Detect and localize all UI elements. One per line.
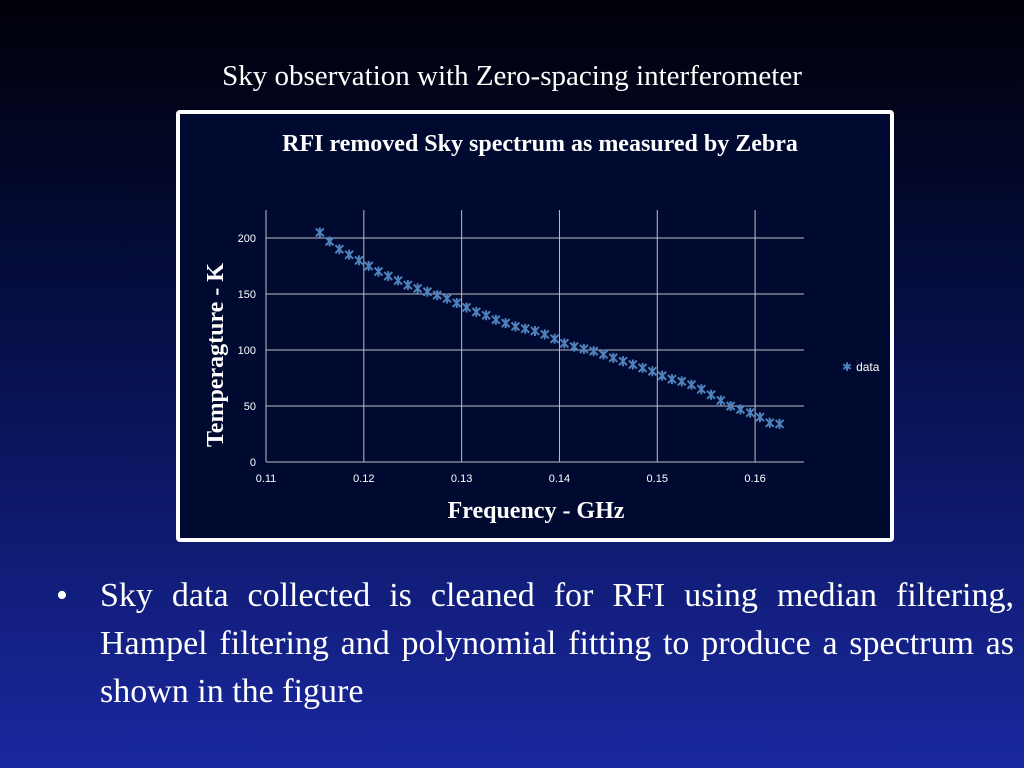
data-point (598, 349, 609, 360)
data-point (442, 293, 452, 304)
data-point (725, 401, 736, 411)
data-point (364, 261, 374, 271)
data-point (334, 244, 345, 255)
x-tick-label: 0.16 (744, 473, 765, 485)
data-point (549, 333, 560, 344)
legend-label: data (856, 360, 880, 374)
data-point (618, 356, 628, 367)
data-point (667, 374, 677, 385)
data-point (344, 249, 354, 260)
data-point (657, 370, 667, 381)
data-point (755, 412, 765, 423)
data-point (686, 379, 697, 390)
data-point (403, 280, 413, 291)
data-point (647, 366, 658, 377)
chart-title: RFI removed Sky spectrum as measured by … (282, 131, 798, 157)
x-tick-label: 0.12 (353, 473, 374, 485)
x-tick-label: 0.14 (549, 473, 570, 485)
data-point (540, 329, 550, 340)
data-point (461, 302, 472, 313)
data-point (774, 418, 785, 429)
y-tick-label: 50 (244, 401, 256, 413)
data-point (315, 227, 325, 238)
data-point (510, 321, 521, 332)
data-point (373, 266, 384, 277)
x-axis-label: Frequency - GHz (447, 498, 625, 524)
bullet-item: • Sky data collected is cleaned for RFI … (56, 572, 1014, 716)
data-point (520, 323, 530, 334)
data-point (637, 362, 648, 373)
bullet-symbol: • (56, 577, 68, 614)
data-point (696, 384, 706, 395)
data-point (491, 314, 501, 325)
x-tick-label: 0.13 (451, 473, 472, 485)
data-point (706, 389, 716, 400)
data-point (471, 306, 482, 317)
data-point (383, 271, 393, 282)
data-point (716, 395, 726, 406)
legend-marker-x-icon: ✱ (842, 360, 853, 374)
y-tick-label: 150 (238, 289, 256, 301)
bullet-text: Sky data collected is cleaned for RFI us… (100, 577, 1014, 710)
data-point (677, 376, 687, 387)
data-point (628, 359, 638, 370)
data-point (481, 310, 491, 321)
data-point (452, 297, 462, 308)
data-point (765, 417, 775, 428)
data-point (530, 325, 540, 336)
data-point (559, 338, 570, 349)
data-point (588, 346, 599, 357)
x-tick-label: 0.11 (256, 473, 277, 485)
x-tick-label: 0.15 (647, 473, 668, 485)
data-point (393, 275, 403, 286)
data-point (569, 341, 579, 352)
data-point (608, 352, 618, 363)
data-point (579, 343, 589, 354)
chart-frame: RFI removed Sky spectrum as measured by … (176, 110, 894, 542)
data-point (412, 283, 423, 294)
data-point (324, 236, 335, 247)
legend: ✱ data (842, 360, 879, 374)
data-point (735, 404, 746, 415)
data-point (422, 286, 433, 297)
y-tick-label: 100 (238, 345, 256, 357)
data-point (432, 290, 442, 301)
y-tick-label: 0 (250, 457, 256, 469)
y-tick-label: 200 (238, 233, 256, 245)
slide-title: Sky observation with Zero-spacing interf… (222, 60, 802, 92)
data-point (500, 318, 511, 329)
data-point (354, 255, 364, 266)
data-point (745, 407, 755, 418)
bullet-list: • Sky data collected is cleaned for RFI … (56, 572, 1014, 716)
plot-area: 0.11 0.12 0.13 0.14 0.15 0.16 0 50 100 150 200 (238, 210, 804, 485)
